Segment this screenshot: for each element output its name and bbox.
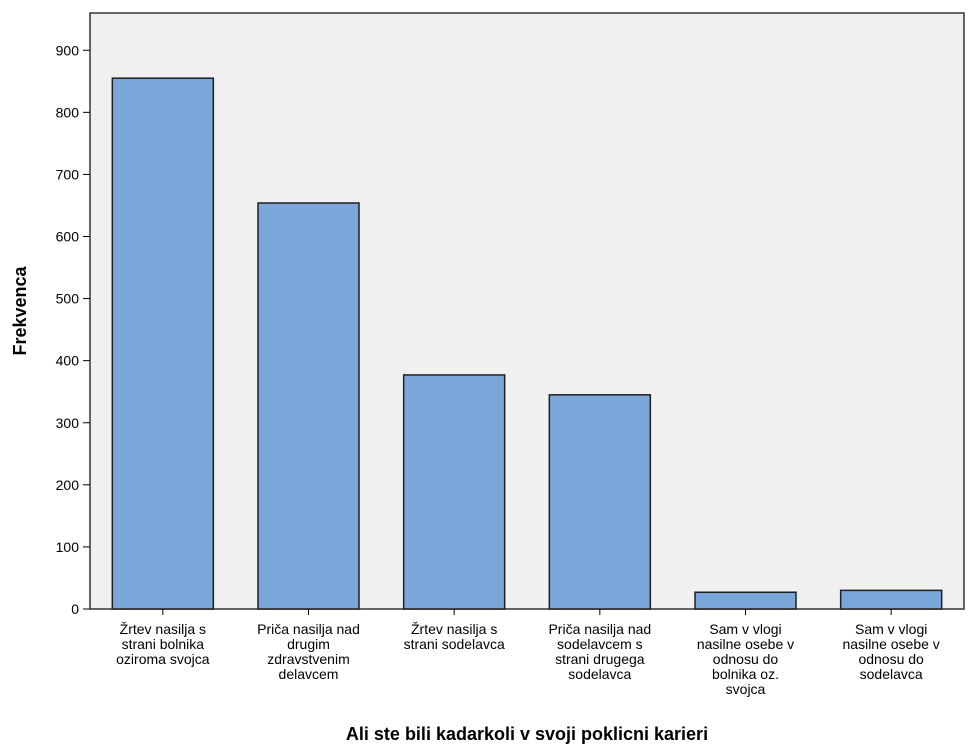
bar-1 [111,77,215,610]
x-category-label-line: Sam v vlogi [855,621,927,637]
x-category-label-line: sodelavca [860,666,923,682]
y-tick-label: 100 [56,539,80,555]
y-axis: 0 100 200 300 400 500 600 700 800 900 [56,42,90,617]
y-tick-label: 500 [56,291,80,307]
x-category-label-line: nasilne osebe v [843,636,940,652]
y-tick-label: 400 [56,353,80,369]
x-category-label-line: bolnika oz. [712,666,779,682]
x-category-label-line: Priča nasilja nad [257,621,360,637]
x-axis: Žrtev nasilja s strani bolnika oziroma svo… [116,609,940,697]
x-category-label-line: strani sodelavca [404,636,505,652]
x-category-label-line: Žrtev nasilja s [411,621,497,637]
plot-area [89,12,965,610]
x-category-label-line: delavcem [279,666,339,682]
x-category-label-line: oziroma svojca [116,651,210,667]
x-category-label-line: Žrtev nasilja s [120,621,206,637]
x-axis-title: Ali ste bili kadarkoli v svoji poklicni … [346,724,708,744]
x-category-label: Sam v vlogi nasilne osebe v odnosu do sodel… [843,621,940,682]
x-category-label: Priča nasilja nad drugim zdravstvenim delav… [257,621,360,682]
y-tick-label: 900 [56,42,80,58]
y-axis-title: Frekvenca [10,265,30,355]
y-tick-label: 300 [56,415,80,431]
bar-3 [402,374,506,610]
x-category-label-line: zdravstvenim [267,651,349,667]
x-category-label: Žrtev nasilja s strani sodelavca [404,621,505,652]
y-tick-label: 600 [56,229,80,245]
x-category-label-line: svojca [726,681,766,697]
bar-4 [548,394,652,610]
x-category-label: Priča nasilja nad sodelavcem s strani drug… [548,621,651,682]
bars-group [111,77,943,610]
x-category-label-line: strani drugega [555,651,645,667]
bar-6 [839,589,943,610]
y-tick-label: 200 [56,477,80,493]
x-category-label: Žrtev nasilja s strani bolnika oziroma svo… [116,621,210,667]
x-category-label-line: Priča nasilja nad [548,621,651,637]
bar-2 [257,202,360,610]
x-category-label-line: odnosu do [713,651,779,667]
y-tick-label: 0 [71,601,79,617]
x-category-label-line: strani bolnika [122,636,205,652]
x-category-label-line: nasilne osebe v [697,636,794,652]
x-category-label: Sam v vlogi nasilne osebe v odnosu do bolni… [697,621,794,697]
x-category-label-line: odnosu do [858,651,924,667]
bar-5 [694,591,797,610]
x-category-label-line: sodelavcem s [557,636,643,652]
x-category-label-line: sodelavca [568,666,631,682]
x-category-label-line: drugim [287,636,330,652]
y-tick-label: 800 [56,104,80,120]
y-tick-label: 700 [56,166,80,182]
x-category-label-line: Sam v vlogi [709,621,781,637]
